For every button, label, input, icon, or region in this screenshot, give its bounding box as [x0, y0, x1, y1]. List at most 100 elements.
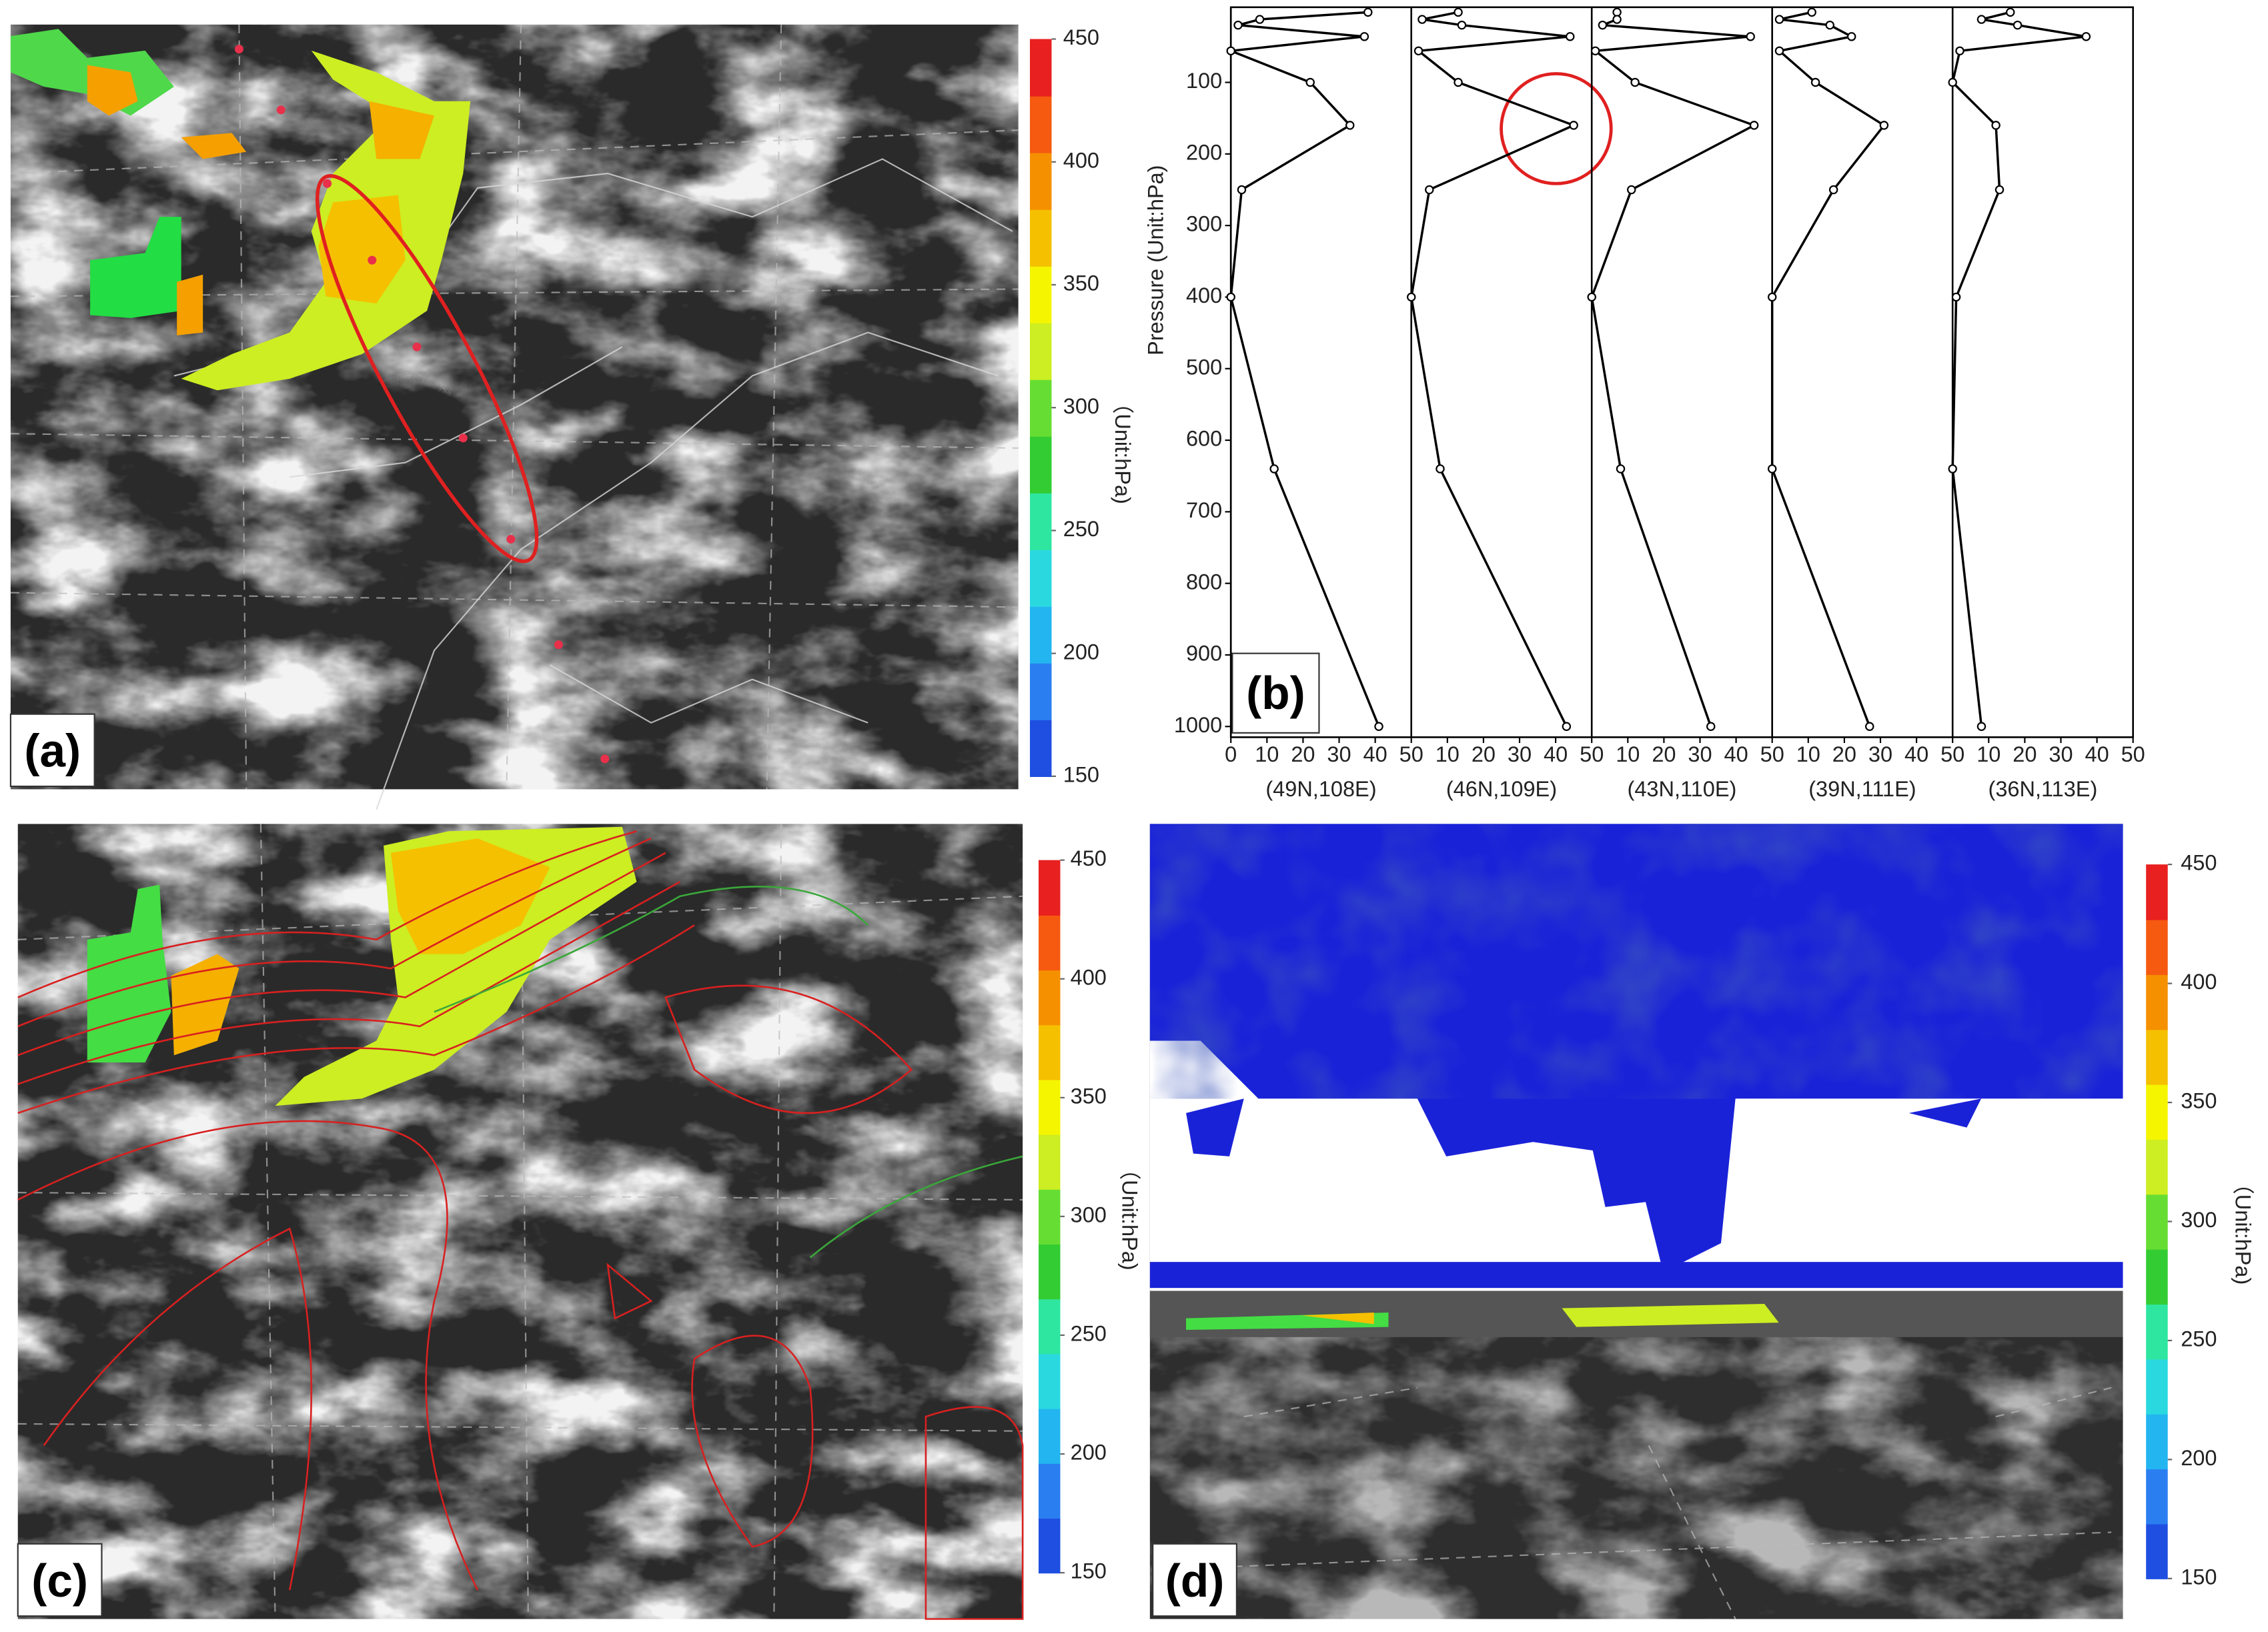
profile-point	[1590, 46, 1600, 56]
colorbar-tick-label: 350	[2181, 1089, 2217, 1113]
shape	[664, 984, 913, 1114]
colorbar-tick-label: 450	[2181, 851, 2217, 875]
shape	[17, 1120, 479, 1591]
x-tick-label: 0	[1225, 742, 1237, 766]
cloud-top-strip	[1562, 1303, 1779, 1327]
y-tick-label: 100	[1186, 69, 1222, 93]
profile-point	[2013, 20, 2023, 30]
panel-label-box	[1231, 652, 1320, 734]
colorbar-tick-label: 200	[1063, 640, 1099, 664]
colorbar-segment	[1029, 492, 1052, 550]
colorbar-tick-label: 200	[1071, 1441, 1107, 1465]
x-tick-label: 40	[1363, 742, 1387, 766]
x-tick-label: 50	[2121, 742, 2145, 766]
colorbar-label: （Unit:hPa)	[1118, 1158, 1142, 1271]
shape	[17, 837, 652, 1028]
graticule	[1185, 1387, 2112, 1619]
profile-point	[1706, 722, 1716, 731]
profile-point	[1566, 32, 1575, 41]
colorbar-segment	[1029, 662, 1052, 720]
y-tick-label: 700	[1186, 498, 1222, 522]
profile-point	[1359, 32, 1369, 41]
x-tick-label: 10	[1255, 742, 1279, 766]
colorbar-segment	[1029, 606, 1052, 664]
colorbar-segment	[1038, 1024, 1061, 1080]
y-tick-label: 600	[1186, 427, 1222, 451]
colorbar-label: （Unit:hPa)	[1111, 392, 1135, 504]
shape	[17, 852, 666, 1056]
profile-point	[1810, 77, 1820, 87]
x-tick-label: 40	[1724, 742, 1748, 766]
colorbar-tick-label: 300	[1071, 1202, 1107, 1227]
isosurface-shading	[1149, 824, 2123, 1099]
y-tick-label: 800	[1186, 570, 1222, 594]
panel-label-box	[9, 713, 95, 788]
x-axis-label: (46N,109E)	[1446, 777, 1557, 801]
panel-a-image	[9, 24, 1019, 810]
profile-point	[1767, 292, 1777, 302]
x-axis-label: (36N,113E)	[1989, 777, 2098, 801]
profile-point	[1846, 32, 1856, 41]
cloud-top-patch	[318, 195, 406, 304]
x-tick-label: 10	[1616, 742, 1640, 766]
profile-point	[1374, 722, 1383, 731]
y-tick-label: 400	[1186, 283, 1222, 307]
profile-point	[1976, 15, 1987, 24]
colorbar-tick-label: 450	[1063, 25, 1099, 49]
province-borders	[173, 158, 1013, 810]
colorbar-tick-label: 300	[2181, 1208, 2217, 1232]
colorbar-tick-label: 350	[1071, 1084, 1107, 1108]
colorbar-segment	[2146, 1138, 2168, 1195]
shape	[368, 255, 377, 265]
x-tick-label: 20	[1472, 742, 1496, 766]
profile-point	[1612, 15, 1622, 24]
colorbar-tick-label: 350	[1063, 271, 1099, 295]
colorbar-tick-label: 200	[2181, 1446, 2217, 1470]
profile-point	[1948, 77, 1957, 87]
colorbar-tick-label: 250	[2181, 1327, 2217, 1351]
colorbar-segment	[1029, 39, 1052, 97]
cloud-top-patch	[390, 838, 550, 954]
profile-point	[1454, 7, 1463, 17]
shape	[506, 534, 516, 544]
colorbar-segment	[1038, 1134, 1061, 1190]
x-tick-label: 20	[2013, 742, 2037, 766]
profile-point	[1363, 7, 1373, 17]
colorbar-segment	[1038, 969, 1061, 1026]
shape	[323, 179, 332, 188]
colorbar-segment	[2146, 1084, 2168, 1140]
x-tick-label: 30	[1508, 742, 1532, 766]
graticule	[17, 824, 1023, 1619]
shape	[43, 1227, 313, 1591]
profile-point	[1774, 46, 1784, 56]
colorbar-segment	[1038, 1188, 1061, 1245]
profile-point	[1749, 121, 1759, 130]
profile-point	[1269, 464, 1279, 474]
highlight-circle	[1500, 72, 1613, 185]
x-tick-label: 50	[1760, 742, 1784, 766]
cloud-top-patch	[87, 884, 171, 1063]
shape	[925, 1406, 1024, 1620]
cloud-top-patch	[177, 274, 203, 335]
cloud-top-patch	[369, 101, 434, 159]
shape	[17, 880, 681, 1085]
profile-point	[1598, 20, 1608, 30]
cloud-texture	[1149, 1337, 2123, 1619]
profile-point	[1454, 77, 1463, 87]
colorbar-segment	[1029, 265, 1052, 323]
profile-point	[1425, 185, 1434, 195]
station-dots	[234, 45, 610, 764]
profile-point	[1865, 722, 1874, 731]
x-tick-label: 30	[1688, 742, 1712, 766]
profile-point	[1233, 20, 1243, 30]
x-axis-label: (43N,110E)	[1628, 777, 1737, 801]
colorbar-segment	[1029, 436, 1052, 494]
colorbar-tick-label: 400	[1071, 965, 1107, 989]
profile-point	[1406, 292, 1416, 302]
x-tick-label: 50	[1399, 742, 1424, 766]
profile-point	[1562, 722, 1572, 731]
colorbar-segment	[1029, 209, 1052, 267]
x-tick-label: 30	[1868, 742, 1892, 766]
colorbar-segment	[2146, 1359, 2168, 1415]
colorbar-segment	[1029, 719, 1052, 777]
